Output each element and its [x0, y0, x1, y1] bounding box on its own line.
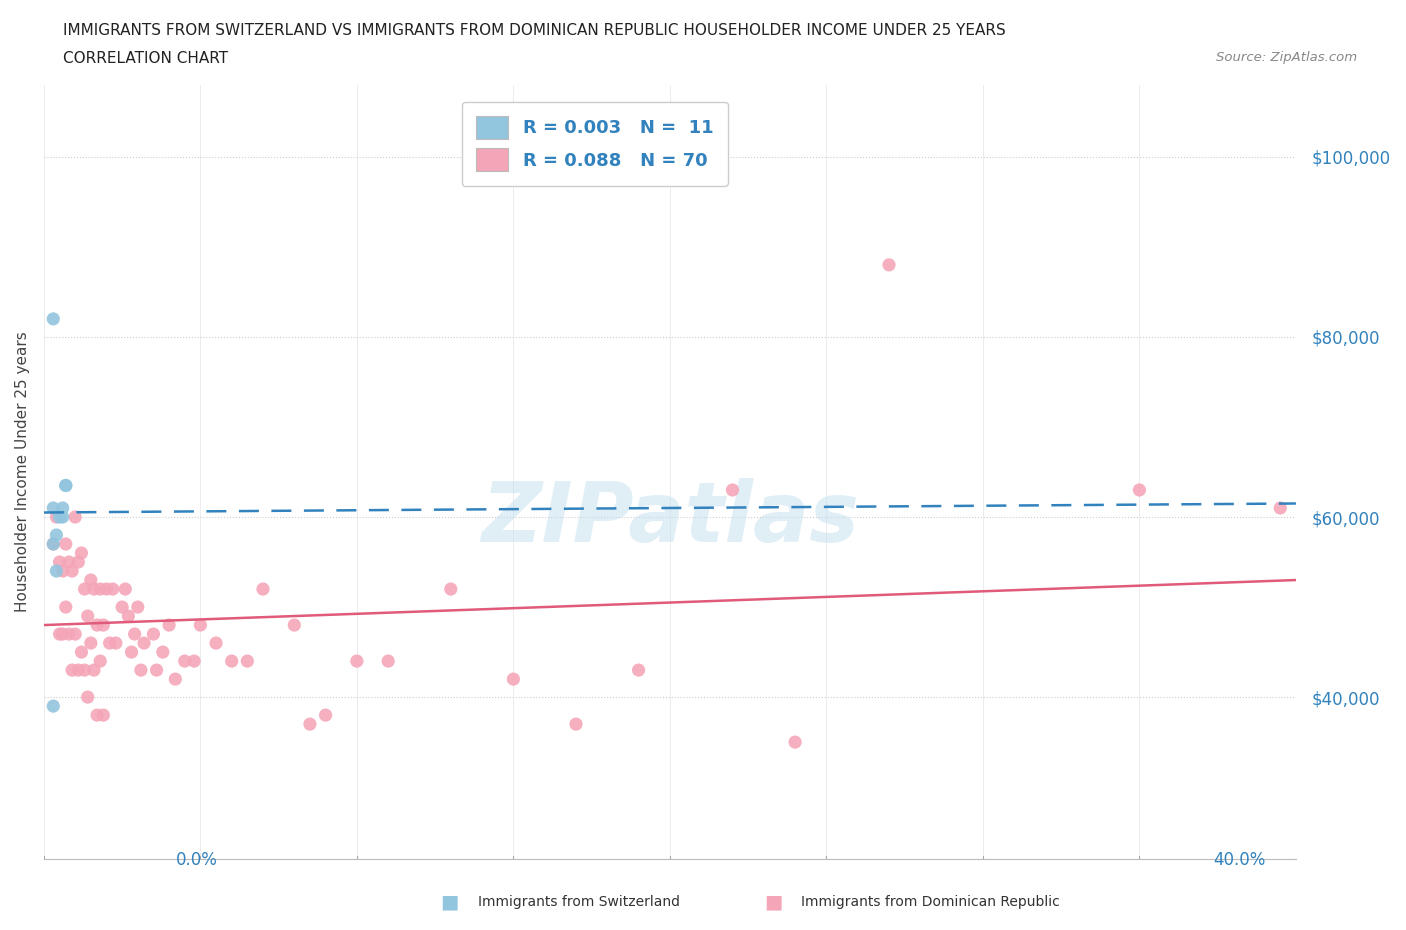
- Point: [45, 527, 67, 542]
- Point: [86, 618, 108, 632]
- Point: [152, 644, 174, 659]
- Point: [55, 478, 77, 493]
- Point: [45, 510, 67, 525]
- Point: [132, 635, 155, 650]
- Text: ■: ■: [763, 893, 783, 911]
- Point: [129, 663, 152, 678]
- Point: [58, 627, 80, 642]
- Point: [121, 644, 143, 659]
- Point: [42, 500, 65, 515]
- Point: [111, 600, 134, 615]
- Point: [252, 581, 274, 596]
- Point: [315, 708, 337, 723]
- Text: Immigrants from Dominican Republic: Immigrants from Dominican Republic: [801, 895, 1060, 910]
- Point: [83, 663, 105, 678]
- Point: [63, 627, 86, 642]
- Point: [70, 546, 93, 561]
- Point: [96, 581, 118, 596]
- Point: [721, 483, 744, 498]
- Point: [52, 627, 75, 642]
- Point: [80, 573, 103, 588]
- Point: [565, 717, 588, 732]
- Point: [190, 618, 212, 632]
- Point: [48, 554, 70, 569]
- Point: [627, 663, 650, 678]
- Y-axis label: Householder Income Under 25 years: Householder Income Under 25 years: [15, 332, 30, 612]
- Point: [1128, 483, 1150, 498]
- Point: [346, 654, 368, 669]
- Point: [117, 608, 139, 623]
- Point: [101, 581, 124, 596]
- Point: [127, 600, 149, 615]
- Text: 40.0%: 40.0%: [1213, 851, 1265, 869]
- Point: [42, 537, 65, 551]
- Point: [86, 708, 108, 723]
- Point: [157, 618, 180, 632]
- Text: Source: ZipAtlas.com: Source: ZipAtlas.com: [1216, 51, 1357, 64]
- Point: [67, 663, 90, 678]
- Legend: R = 0.003   N =  11, R = 0.088   N = 70: R = 0.003 N = 11, R = 0.088 N = 70: [461, 101, 728, 186]
- Point: [55, 478, 77, 493]
- Point: [60, 564, 83, 578]
- Point: [55, 600, 77, 615]
- Point: [221, 654, 243, 669]
- Point: [42, 312, 65, 326]
- Point: [183, 654, 205, 669]
- Point: [440, 581, 463, 596]
- Point: [80, 635, 103, 650]
- Point: [502, 671, 524, 686]
- Point: [165, 671, 187, 686]
- Point: [298, 717, 321, 732]
- Point: [89, 581, 111, 596]
- Point: [73, 581, 96, 596]
- Point: [93, 618, 115, 632]
- Point: [52, 510, 75, 525]
- Point: [377, 654, 399, 669]
- Point: [1270, 500, 1292, 515]
- Point: [48, 627, 70, 642]
- Point: [173, 654, 195, 669]
- Point: [89, 654, 111, 669]
- Point: [70, 644, 93, 659]
- Text: 0.0%: 0.0%: [176, 851, 218, 869]
- Point: [104, 635, 127, 650]
- Point: [76, 690, 98, 705]
- Point: [58, 554, 80, 569]
- Point: [52, 500, 75, 515]
- Point: [42, 537, 65, 551]
- Point: [45, 564, 67, 578]
- Point: [93, 708, 115, 723]
- Point: [785, 735, 807, 750]
- Text: Immigrants from Switzerland: Immigrants from Switzerland: [478, 895, 681, 910]
- Point: [67, 554, 90, 569]
- Text: ZIPatlas: ZIPatlas: [481, 478, 859, 559]
- Text: ■: ■: [440, 893, 460, 911]
- Point: [52, 564, 75, 578]
- Point: [55, 537, 77, 551]
- Text: IMMIGRANTS FROM SWITZERLAND VS IMMIGRANTS FROM DOMINICAN REPUBLIC HOUSEHOLDER IN: IMMIGRANTS FROM SWITZERLAND VS IMMIGRANT…: [63, 23, 1007, 38]
- Point: [73, 663, 96, 678]
- Text: CORRELATION CHART: CORRELATION CHART: [63, 51, 228, 66]
- Point: [42, 698, 65, 713]
- Point: [63, 510, 86, 525]
- Point: [205, 635, 228, 650]
- Point: [98, 635, 121, 650]
- Point: [236, 654, 259, 669]
- Point: [877, 258, 900, 272]
- Point: [76, 608, 98, 623]
- Point: [48, 510, 70, 525]
- Point: [142, 627, 165, 642]
- Point: [114, 581, 136, 596]
- Point: [283, 618, 305, 632]
- Point: [60, 663, 83, 678]
- Point: [145, 663, 167, 678]
- Point: [124, 627, 146, 642]
- Point: [83, 581, 105, 596]
